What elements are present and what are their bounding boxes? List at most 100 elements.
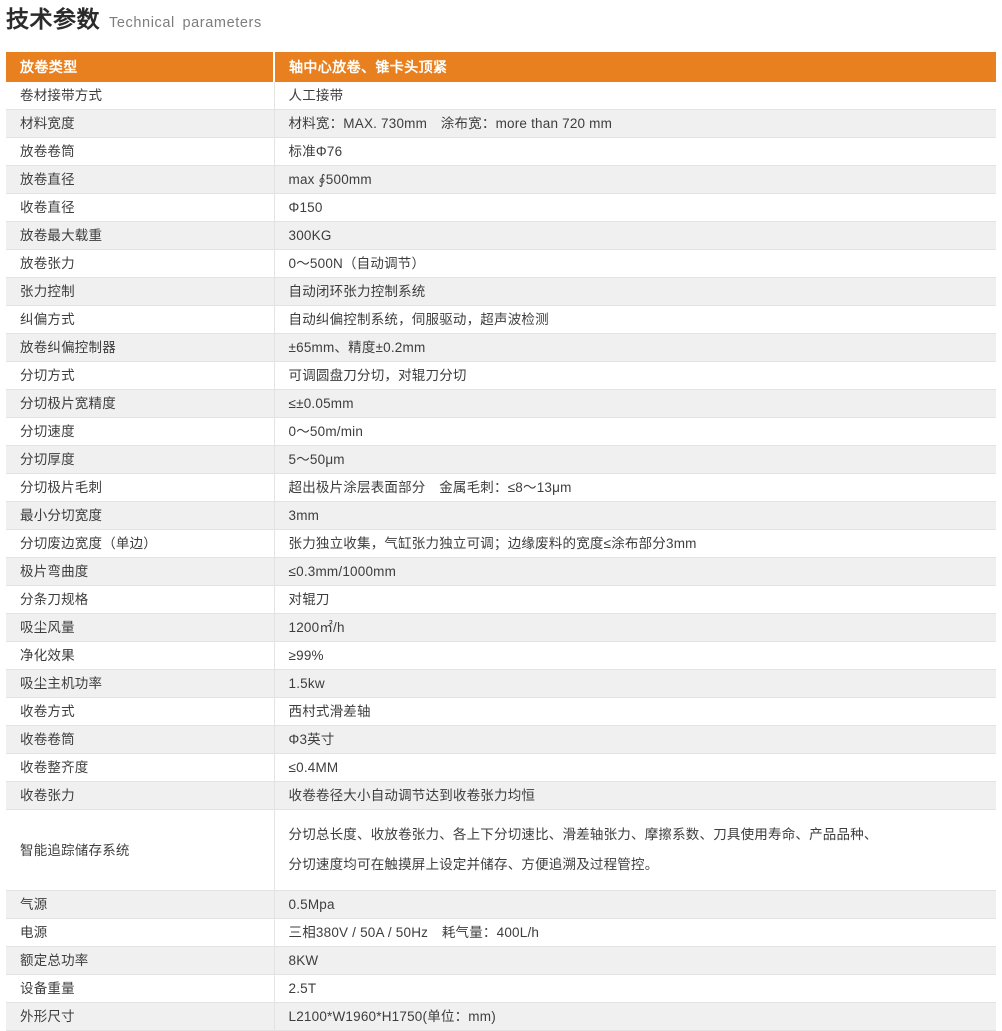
row-value: Φ150: [274, 193, 996, 222]
table-row: 收卷张力 收卷卷径大小自动调节达到收卷张力均恒: [6, 781, 996, 810]
row-label: 设备重量: [6, 974, 275, 1003]
table-row: 电源 三相380V / 50A / 50Hz 耗气量：400L/h: [6, 918, 996, 947]
table-row: 放卷纠偏控制器 ±65mm、精度±0.2mm: [6, 333, 996, 362]
row-label: 额定总功率: [6, 946, 275, 975]
row-value: 张力独立收集，气缸张力独立可调；边缘废料的宽度≤涂布部分3mm: [274, 529, 996, 558]
table-row: 放卷最大载重 300KG: [6, 221, 996, 250]
row-value: 8KW: [274, 946, 996, 975]
row-value-line: 分切速度均可在触摸屏上设定并储存、方便追溯及过程管控。: [288, 857, 659, 872]
table-row: 收卷整齐度 ≤0.4MM: [6, 753, 996, 782]
row-value: L2100*W1960*H1750(单位：mm): [274, 1002, 996, 1031]
table-row: 吸尘主机功率 1.5kw: [6, 669, 996, 698]
row-value: 对辊刀: [274, 585, 996, 614]
table-row: 材料宽度 材料宽：MAX. 730mm 涂布宽：more than 720 mm: [6, 109, 996, 138]
row-label: 收卷方式: [6, 697, 275, 726]
row-label: 放卷直径: [6, 165, 275, 194]
row-value: ≥99%: [274, 641, 996, 670]
page-title-chinese: 技术参数: [6, 6, 100, 32]
row-label: 吸尘风量: [6, 613, 275, 642]
row-label: 分切极片宽精度: [6, 389, 275, 418]
table-header: 放卷类型 轴中心放卷、锥卡头顶紧: [6, 52, 996, 82]
table-header-row: 放卷类型 轴中心放卷、锥卡头顶紧: [6, 52, 996, 82]
table-row: 分条刀规格 对辊刀: [6, 585, 996, 614]
row-value: 5～50μm: [274, 445, 996, 474]
table-row: 放卷卷筒 标准Φ76: [6, 137, 996, 166]
row-label: 卷材接带方式: [6, 82, 275, 110]
page-title: 技术参数 Technical parameters: [0, 0, 1002, 44]
row-label: 放卷卷筒: [6, 137, 275, 166]
table-row: 智能追踪储存系统 分切总长度、收放卷张力、各上下分切速比、滑差轴张力、摩擦系数、刀…: [6, 809, 996, 891]
row-label: 极片弯曲度: [6, 557, 275, 586]
table-row: 卷材接带方式 人工接带: [6, 82, 996, 110]
table-row: 吸尘风量 1200㎡/h: [6, 613, 996, 642]
row-value: 0～50m/min: [274, 417, 996, 446]
row-label: 分切厚度: [6, 445, 275, 474]
row-value: 0～500N（自动调节）: [274, 249, 996, 278]
row-value: ≤0.4MM: [274, 753, 996, 782]
table-row: 外形尺寸 L2100*W1960*H1750(单位：mm): [6, 1002, 996, 1031]
row-label: 分切速度: [6, 417, 275, 446]
row-label: 张力控制: [6, 277, 275, 306]
table-row: 纠偏方式 自动纠偏控制系统，伺服驱动，超声波检测: [6, 305, 996, 334]
table-row: 设备重量 2.5T: [6, 974, 996, 1003]
row-value: 分切总长度、收放卷张力、各上下分切速比、滑差轴张力、摩擦系数、刀具使用寿命、产品…: [274, 809, 996, 891]
row-label: 分切废边宽度（单边）: [6, 529, 275, 558]
row-value: max ∮500mm: [274, 165, 996, 194]
row-value: 3mm: [274, 501, 996, 530]
table-row: 收卷卷筒 Φ3英寸: [6, 725, 996, 754]
table-row: 额定总功率 8KW: [6, 946, 996, 975]
page-title-english: Technical parameters: [109, 15, 262, 31]
row-label: 放卷最大载重: [6, 221, 275, 250]
row-value: ≤±0.05mm: [274, 389, 996, 418]
row-label: 放卷张力: [6, 249, 275, 278]
row-value: 三相380V / 50A / 50Hz 耗气量：400L/h: [274, 918, 996, 947]
row-label: 分切极片毛刺: [6, 473, 275, 502]
table-row: 分切速度 0～50m/min: [6, 417, 996, 446]
table-row: 极片弯曲度 ≤0.3mm/1000mm: [6, 557, 996, 586]
table-row: 放卷张力 0～500N（自动调节）: [6, 249, 996, 278]
table-row: 收卷方式 西村式滑差轴: [6, 697, 996, 726]
row-label: 外形尺寸: [6, 1002, 275, 1031]
row-value: 自动纠偏控制系统，伺服驱动，超声波检测: [274, 305, 996, 334]
table-row: 分切极片宽精度 ≤±0.05mm: [6, 389, 996, 418]
row-value: 材料宽：MAX. 730mm 涂布宽：more than 720 mm: [274, 109, 996, 138]
row-value: 人工接带: [274, 82, 996, 110]
row-label: 收卷直径: [6, 193, 275, 222]
row-label: 电源: [6, 918, 275, 947]
row-value: 收卷卷径大小自动调节达到收卷张力均恒: [274, 781, 996, 810]
row-value-line: 分切总长度、收放卷张力、各上下分切速比、滑差轴张力、摩擦系数、刀具使用寿命、产品…: [288, 827, 878, 842]
row-value: ±65mm、精度±0.2mm: [274, 333, 996, 362]
row-label: 纠偏方式: [6, 305, 275, 334]
table-row: 分切极片毛刺 超出极片涂层表面部分 金属毛刺：≤8～13μm: [6, 473, 996, 502]
row-value: 300KG: [274, 221, 996, 250]
column-header-parameter: 放卷类型: [6, 52, 275, 82]
table-row: 张力控制 自动闭环张力控制系统: [6, 277, 996, 306]
row-label: 材料宽度: [6, 109, 275, 138]
row-label: 智能追踪储存系统: [6, 809, 275, 891]
row-label: 分条刀规格: [6, 585, 275, 614]
table-row: 分切厚度 5～50μm: [6, 445, 996, 474]
table-row: 分切方式 可调圆盘刀分切，对辊刀分切: [6, 361, 996, 390]
table-row: 最小分切宽度 3mm: [6, 501, 996, 530]
row-label: 吸尘主机功率: [6, 669, 275, 698]
table-row: 收卷直径 Φ150: [6, 193, 996, 222]
row-label: 收卷张力: [6, 781, 275, 810]
row-value: 自动闭环张力控制系统: [274, 277, 996, 306]
row-value: 2.5T: [274, 974, 996, 1003]
table-row: 净化效果 ≥99%: [6, 641, 996, 670]
table-body: 卷材接带方式 人工接带 材料宽度 材料宽：MAX. 730mm 涂布宽：more th…: [6, 82, 996, 1031]
row-value: 西村式滑差轴: [274, 697, 996, 726]
table-row: 分切废边宽度（单边） 张力独立收集，气缸张力独立可调；边缘废料的宽度≤涂布部分3m…: [6, 529, 996, 558]
row-label: 最小分切宽度: [6, 501, 275, 530]
row-value: 超出极片涂层表面部分 金属毛刺：≤8～13μm: [274, 473, 996, 502]
row-value: 1.5kw: [274, 669, 996, 698]
row-label: 收卷整齐度: [6, 753, 275, 782]
technical-parameters-table: 放卷类型 轴中心放卷、锥卡头顶紧 卷材接带方式 人工接带 材料宽度 材料宽：MAX. …: [6, 52, 996, 1031]
row-label: 气源: [6, 890, 275, 919]
row-value: 1200㎡/h: [274, 613, 996, 642]
row-value: 0.5Mpa: [274, 890, 996, 919]
row-label: 净化效果: [6, 641, 275, 670]
table-row: 放卷直径 max ∮500mm: [6, 165, 996, 194]
row-value: ≤0.3mm/1000mm: [274, 557, 996, 586]
